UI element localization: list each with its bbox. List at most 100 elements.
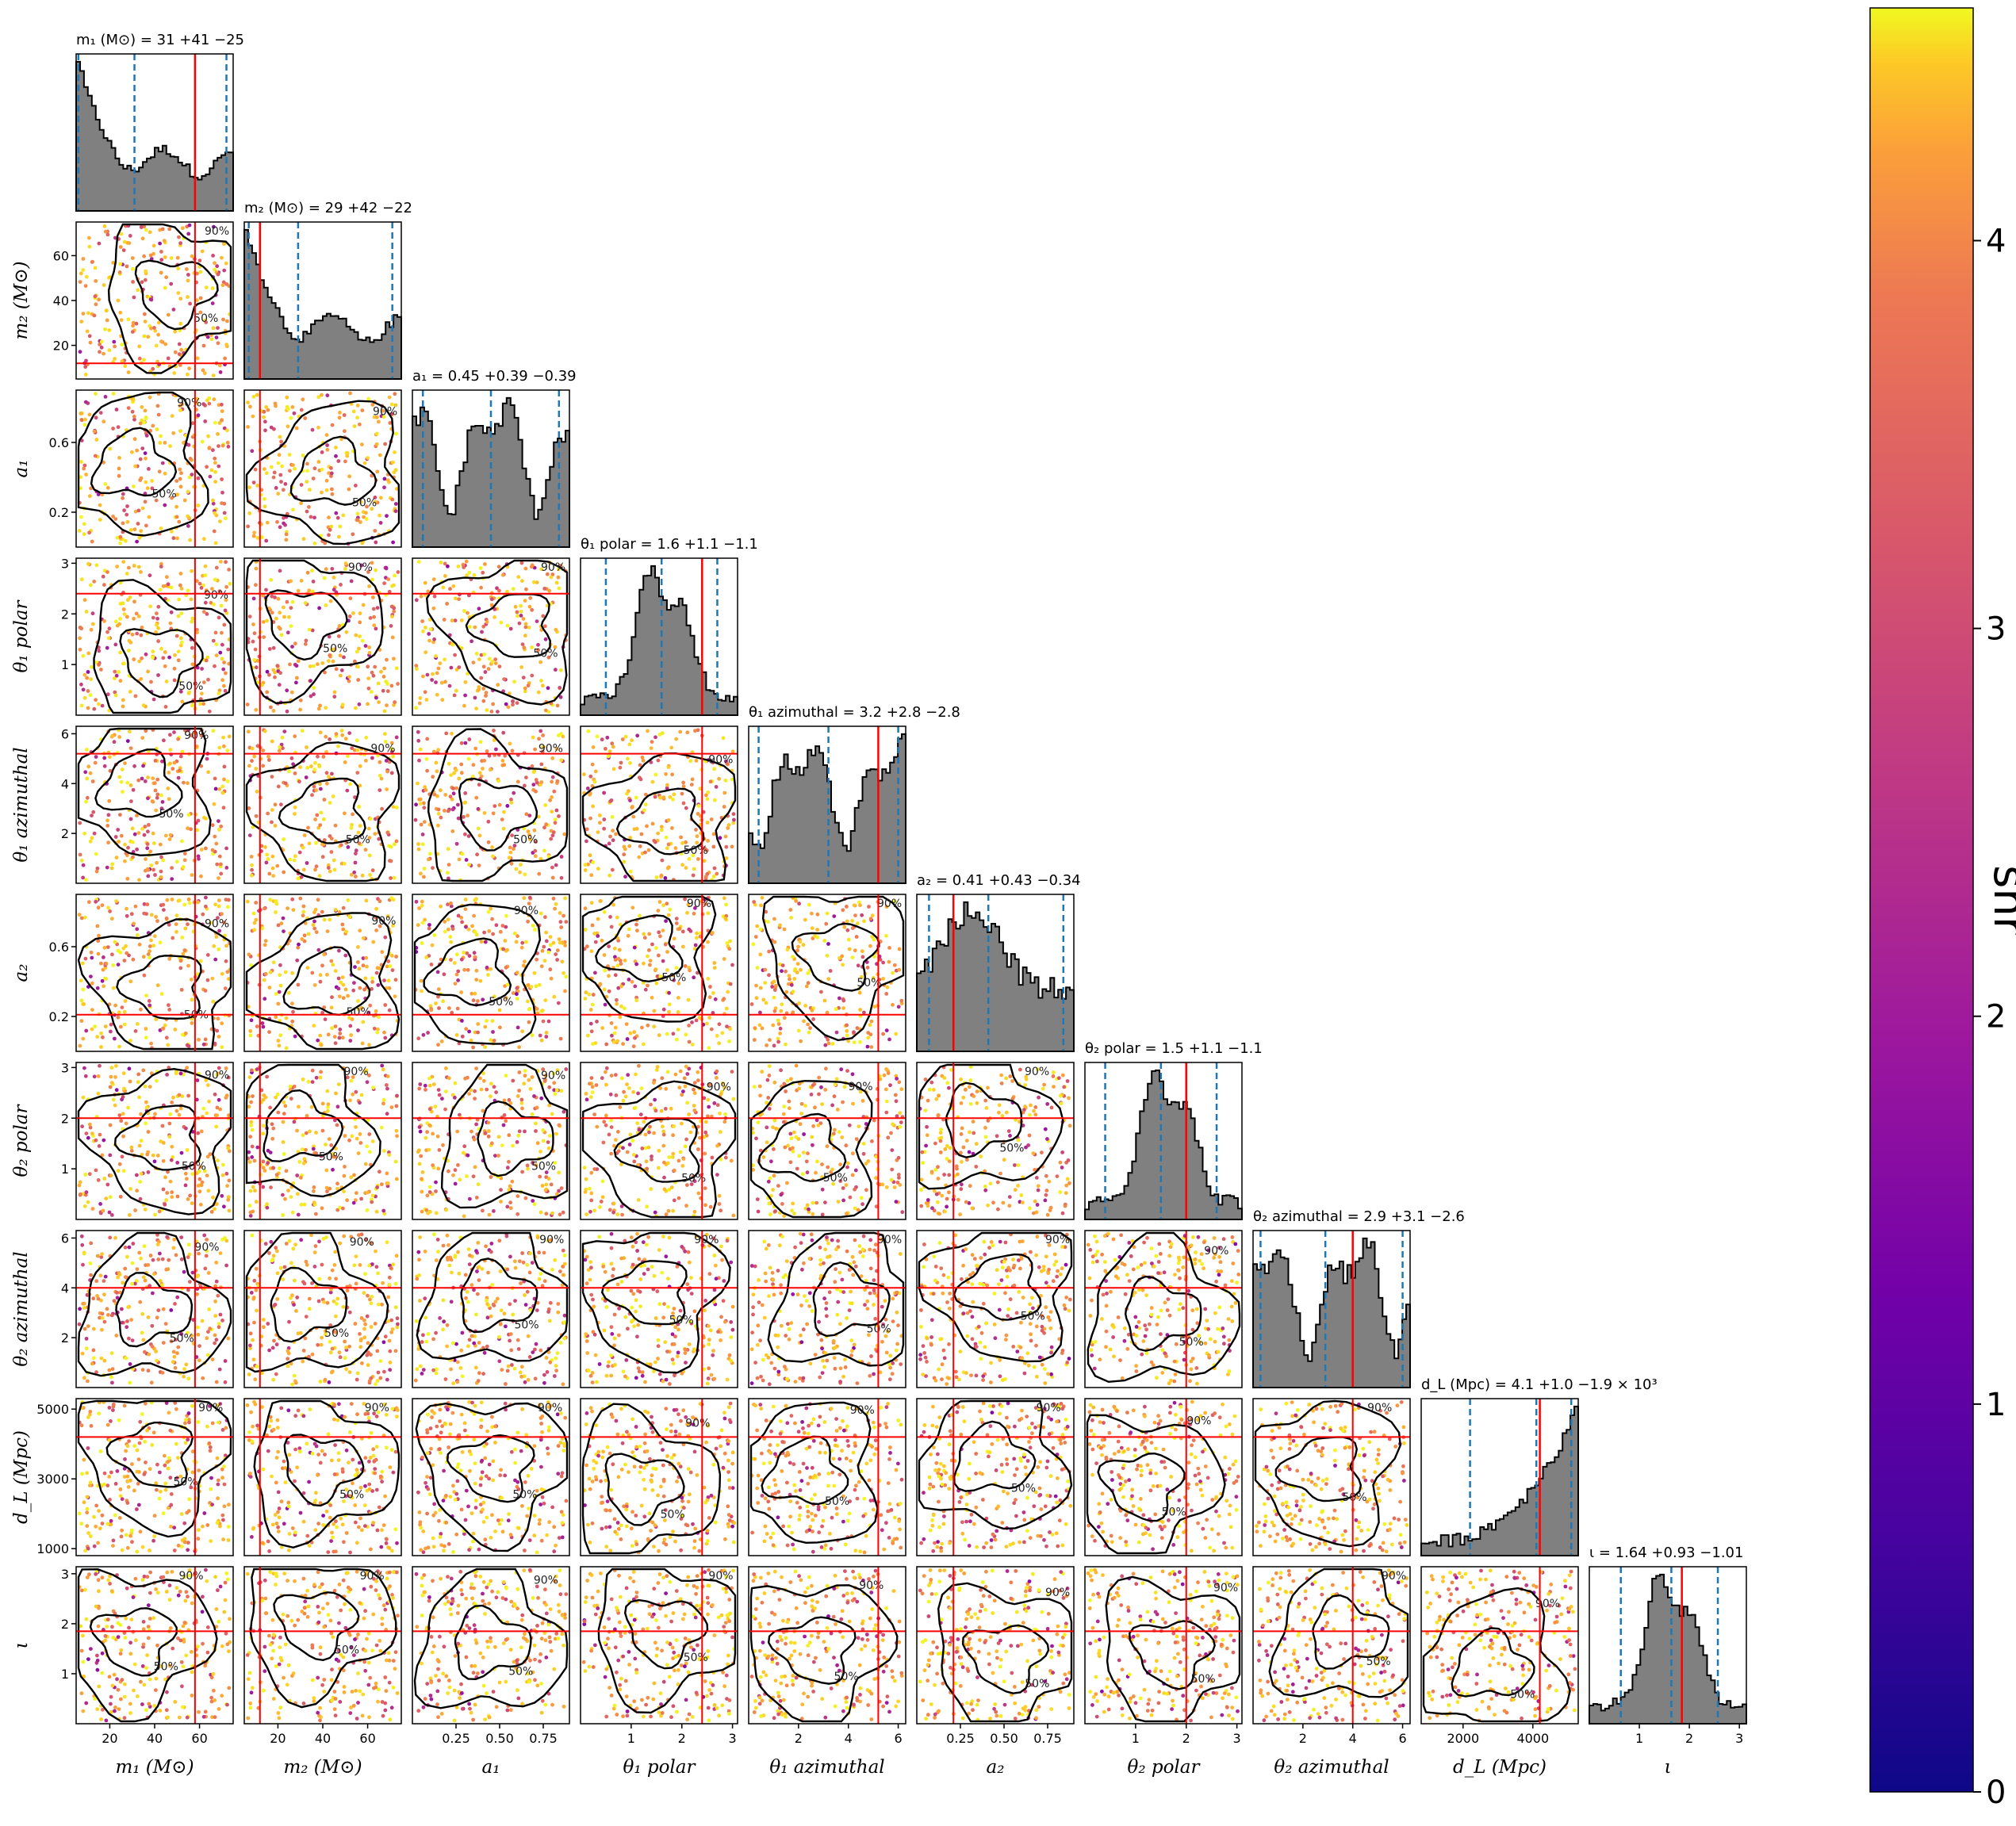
sample-point xyxy=(490,845,494,849)
sample-point xyxy=(199,848,204,852)
sample-point xyxy=(654,875,659,879)
sample-point xyxy=(583,863,588,867)
sample-point xyxy=(302,939,307,944)
sample-point xyxy=(892,963,897,967)
sample-point xyxy=(590,783,595,788)
sample-point xyxy=(180,749,185,754)
sample-point xyxy=(172,666,177,671)
sample-point xyxy=(613,955,617,959)
sample-point xyxy=(113,1003,118,1008)
sample-point xyxy=(664,771,668,776)
sample-point xyxy=(417,701,422,706)
sample-point xyxy=(264,471,269,476)
sample-point xyxy=(217,898,221,902)
sample-point xyxy=(215,862,220,867)
sample-point xyxy=(685,1072,690,1076)
sample-point xyxy=(630,806,634,810)
sample-point xyxy=(133,904,138,909)
sample-point xyxy=(611,745,615,749)
sample-point xyxy=(606,754,611,759)
sample-point xyxy=(81,875,85,880)
sample-point xyxy=(803,1004,807,1008)
sample-point xyxy=(330,487,334,492)
sample-point xyxy=(385,1181,390,1185)
sample-point xyxy=(370,868,375,873)
sample-point xyxy=(672,978,676,982)
sample-point xyxy=(552,994,557,999)
sample-point xyxy=(752,1038,757,1042)
sample-point xyxy=(135,933,140,937)
sample-point xyxy=(451,787,455,791)
sample-point xyxy=(144,1121,148,1126)
sample-point xyxy=(132,564,136,568)
sample-point xyxy=(283,1196,287,1201)
sample-point xyxy=(899,998,904,1003)
sample-point xyxy=(473,1165,477,1169)
sample-point xyxy=(346,1075,350,1080)
sample-point xyxy=(891,970,895,975)
sample-point xyxy=(395,1134,399,1139)
sample-point xyxy=(388,421,393,425)
sample-point xyxy=(250,746,255,751)
sample-point xyxy=(425,737,430,741)
sample-point xyxy=(390,635,395,640)
sample-point xyxy=(795,948,799,953)
sample-point xyxy=(505,804,510,808)
sample-point xyxy=(433,1104,438,1109)
sample-point xyxy=(484,691,489,695)
sample-point xyxy=(471,1174,476,1179)
sample-point xyxy=(546,1140,550,1144)
sample-point xyxy=(82,672,87,677)
sample-point xyxy=(731,812,736,817)
sample-point xyxy=(281,1213,286,1217)
sample-point xyxy=(711,931,715,935)
sample-point xyxy=(498,1025,502,1030)
sample-point xyxy=(305,765,310,770)
y-tick-label: 6 xyxy=(61,726,69,741)
sample-point xyxy=(711,1011,715,1015)
sample-point xyxy=(203,1037,208,1042)
sample-point xyxy=(449,773,454,777)
sample-point xyxy=(652,1009,657,1013)
sample-point xyxy=(752,900,757,904)
sample-point xyxy=(140,280,144,285)
sample-point xyxy=(279,921,284,926)
sample-point xyxy=(137,1095,141,1100)
sample-point xyxy=(251,414,255,419)
sample-point xyxy=(144,993,148,997)
sample-point xyxy=(125,739,130,743)
sample-point xyxy=(178,363,182,367)
sample-point xyxy=(335,1181,339,1186)
sample-point xyxy=(216,1158,220,1163)
sample-point xyxy=(197,1189,202,1194)
sample-point xyxy=(504,924,508,929)
sample-point xyxy=(145,902,150,907)
sample-point xyxy=(358,824,362,828)
sample-point xyxy=(608,915,612,919)
sample-point xyxy=(589,949,594,954)
sample-point xyxy=(555,703,560,708)
sample-point xyxy=(108,755,112,760)
sample-point xyxy=(250,759,254,763)
sample-point xyxy=(85,776,90,781)
sample-point xyxy=(277,683,282,687)
sample-point xyxy=(365,1208,370,1212)
sample-point xyxy=(681,1157,686,1161)
sample-point xyxy=(561,1210,565,1215)
sample-point xyxy=(822,939,827,943)
sample-point xyxy=(414,899,419,904)
sample-point xyxy=(291,908,296,912)
sample-point xyxy=(591,993,596,997)
sample-point xyxy=(144,857,148,861)
sample-point xyxy=(178,321,183,326)
sample-point xyxy=(504,1119,508,1124)
sample-point xyxy=(274,1173,279,1177)
sample-point xyxy=(417,758,421,763)
sample-point xyxy=(434,680,438,684)
sample-point xyxy=(703,902,707,906)
sample-point xyxy=(425,768,429,773)
sample-point xyxy=(144,480,148,484)
sample-point xyxy=(113,235,117,240)
sample-point xyxy=(218,650,223,655)
sample-point xyxy=(855,1026,860,1031)
